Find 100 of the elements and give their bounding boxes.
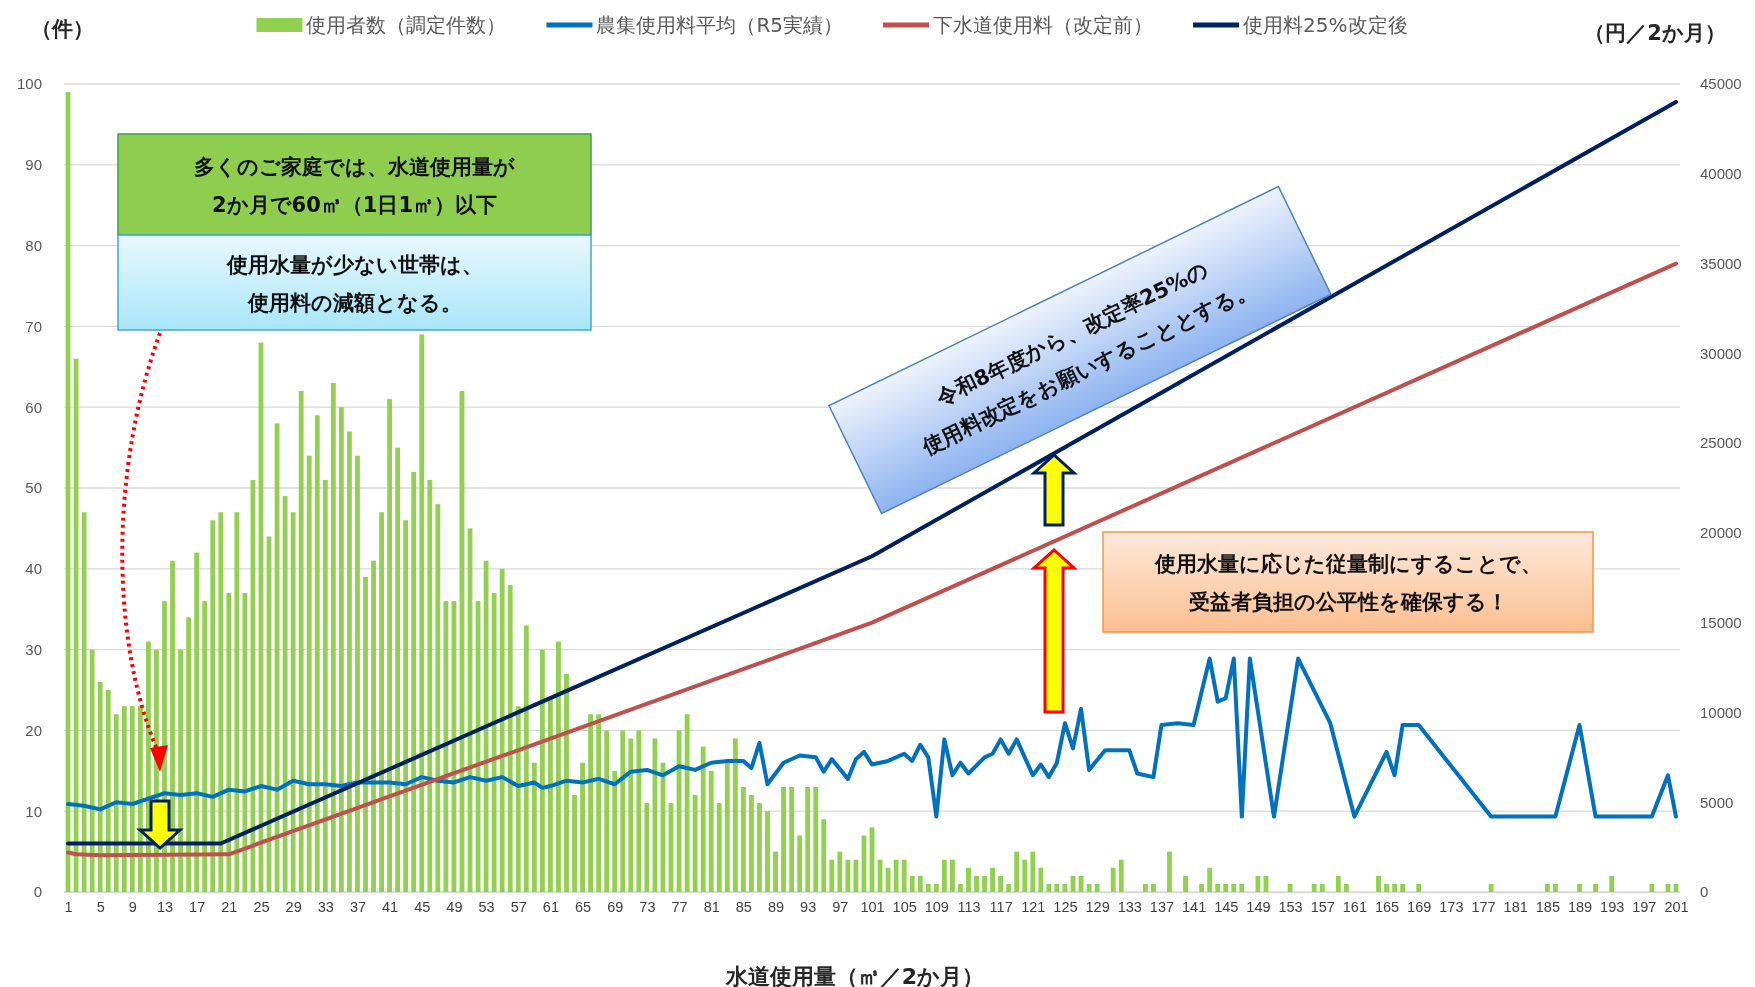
x-tick-label: 61 bbox=[542, 899, 559, 916]
bar bbox=[949, 859, 955, 892]
y-tick-label: 70 bbox=[25, 317, 42, 335]
bar bbox=[363, 576, 368, 892]
x-tick-label: 157 bbox=[1310, 899, 1335, 916]
bar bbox=[998, 875, 1004, 892]
bar bbox=[1593, 883, 1598, 892]
bar bbox=[1223, 883, 1229, 892]
bar bbox=[1231, 883, 1237, 892]
bar bbox=[1110, 867, 1116, 892]
y-tick-label: 60 bbox=[25, 398, 42, 416]
bar bbox=[1046, 883, 1052, 892]
x-tick-label: 69 bbox=[607, 899, 624, 916]
x-tick-label: 89 bbox=[767, 899, 785, 916]
bar bbox=[314, 415, 320, 892]
x-tick-label: 57 bbox=[510, 899, 527, 916]
bar bbox=[580, 762, 585, 892]
x-tick-label: 25 bbox=[253, 899, 270, 916]
x-tick-label: 117 bbox=[989, 899, 1013, 916]
bar bbox=[966, 867, 971, 892]
x-tick-label: 145 bbox=[1214, 899, 1239, 916]
bar bbox=[282, 496, 288, 892]
x-tick-label: 33 bbox=[317, 899, 334, 916]
bar bbox=[925, 883, 931, 892]
y2-tick-label: 15000 bbox=[1700, 613, 1742, 631]
bar bbox=[491, 593, 497, 892]
bar bbox=[387, 399, 393, 892]
bar bbox=[499, 568, 505, 892]
x-tick-label: 17 bbox=[189, 899, 206, 916]
bar bbox=[1167, 851, 1172, 892]
bar bbox=[443, 601, 449, 892]
x-tick-label: 113 bbox=[957, 899, 981, 916]
bar bbox=[564, 673, 569, 892]
bar bbox=[523, 625, 529, 892]
y-tick-label: 10 bbox=[25, 802, 42, 820]
x-tick-label: 177 bbox=[1471, 899, 1496, 916]
bar bbox=[773, 851, 778, 892]
bar bbox=[604, 730, 610, 892]
annotation: 使用水量が少ない世帯は、使用料の減額となる。 bbox=[225, 252, 483, 315]
bar bbox=[740, 786, 746, 892]
bar bbox=[990, 867, 996, 892]
x-tick-label: 1 bbox=[64, 899, 73, 916]
y2-tick-label: 5000 bbox=[1700, 793, 1734, 811]
y2-tick-label: 10000 bbox=[1700, 703, 1742, 721]
y2-tick-label: 30000 bbox=[1700, 344, 1742, 362]
y-tick-label: 90 bbox=[25, 156, 42, 174]
x-tick-label: 73 bbox=[639, 899, 656, 916]
bar bbox=[789, 786, 795, 892]
bar bbox=[1319, 883, 1325, 892]
y-tick-label: 30 bbox=[25, 640, 42, 658]
bar bbox=[403, 520, 409, 892]
y2-tick-label: 0 bbox=[1700, 883, 1709, 901]
x-tick-label: 37 bbox=[349, 899, 367, 916]
x-tick-label: 141 bbox=[1181, 899, 1207, 916]
x-tick-label: 9 bbox=[128, 899, 137, 916]
x-tick-label: 125 bbox=[1053, 899, 1078, 916]
bar bbox=[941, 859, 947, 892]
bar bbox=[89, 649, 95, 892]
y-tick-label: 80 bbox=[25, 236, 42, 254]
x-tick-label: 189 bbox=[1567, 899, 1593, 916]
y-tick-label: 20 bbox=[25, 721, 42, 739]
bar bbox=[338, 407, 344, 892]
bar bbox=[435, 504, 441, 892]
bar bbox=[556, 641, 561, 892]
bar bbox=[845, 859, 851, 892]
bar bbox=[218, 512, 224, 892]
bar bbox=[411, 471, 417, 892]
bar bbox=[202, 601, 208, 892]
bar bbox=[105, 690, 111, 892]
bar bbox=[234, 512, 240, 892]
y2-tick-label: 45000 bbox=[1700, 75, 1742, 93]
bar bbox=[113, 714, 119, 892]
bar bbox=[242, 593, 248, 892]
bar bbox=[974, 875, 979, 892]
bar bbox=[379, 512, 384, 892]
bar bbox=[355, 455, 360, 892]
bar bbox=[1038, 867, 1044, 892]
bar bbox=[170, 560, 175, 892]
bar bbox=[507, 584, 513, 892]
bar bbox=[210, 520, 216, 892]
bar bbox=[612, 770, 618, 892]
x-tick-label: 45 bbox=[414, 899, 431, 916]
bar bbox=[226, 593, 232, 892]
x-tick-label: 81 bbox=[703, 899, 720, 916]
bar bbox=[1183, 875, 1188, 892]
x-tick-label: 169 bbox=[1407, 899, 1432, 916]
bar bbox=[829, 859, 835, 892]
y-tick-label: 0 bbox=[33, 883, 42, 901]
bar bbox=[347, 431, 352, 892]
bar bbox=[395, 447, 401, 892]
bar bbox=[1335, 875, 1341, 892]
annotation: 使用水量に応じた従量制にすることで、受益者負担の公平性を確保する！ bbox=[1153, 552, 1542, 614]
bar bbox=[837, 851, 843, 892]
bar bbox=[330, 382, 336, 892]
x-tick-label: 5 bbox=[96, 899, 105, 916]
bar bbox=[1544, 883, 1550, 892]
y-axis-title: （件） bbox=[30, 17, 94, 41]
bar bbox=[515, 706, 521, 892]
bar bbox=[596, 714, 602, 892]
bar bbox=[129, 706, 135, 892]
